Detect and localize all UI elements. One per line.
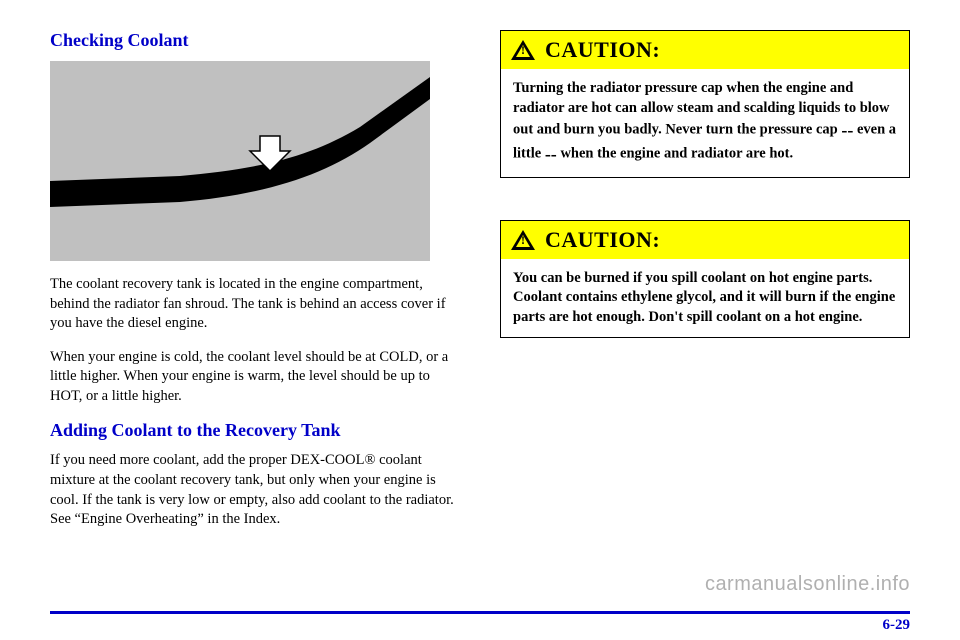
caution-box-1: ! CAUTION: Turning the radiator pressure… bbox=[500, 30, 910, 178]
footer-rule bbox=[50, 611, 910, 614]
hose-shape bbox=[50, 77, 430, 207]
left-column: Checking Coolant The coolant recovery ta… bbox=[50, 30, 460, 544]
heading-checking-coolant: Checking Coolant bbox=[50, 30, 460, 51]
watermark-text: carmanualsonline.info bbox=[705, 573, 910, 596]
caution-body-2: You can be burned if you spill coolant o… bbox=[501, 259, 909, 338]
para-tank-location: The coolant recovery tank is located in … bbox=[50, 275, 460, 334]
two-column-layout: Checking Coolant The coolant recovery ta… bbox=[50, 30, 910, 544]
caution1-text-a: Turning the radiator pressure cap when t… bbox=[513, 80, 890, 138]
para-add-coolant: If you need more coolant, add the proper… bbox=[50, 451, 460, 529]
heading-adding-coolant: Adding Coolant to the Recovery Tank bbox=[50, 420, 460, 441]
coolant-hose-diagram bbox=[50, 61, 430, 261]
diagram-svg bbox=[50, 61, 430, 261]
caution-header-1: ! CAUTION: bbox=[501, 31, 909, 69]
caution-box-2: ! CAUTION: You can be burned if you spil… bbox=[500, 220, 910, 339]
caution-title-1: CAUTION: bbox=[545, 37, 660, 63]
caution-header-2: ! CAUTION: bbox=[501, 221, 909, 259]
right-column: ! CAUTION: Turning the radiator pressure… bbox=[500, 30, 910, 544]
spacer bbox=[500, 192, 910, 220]
dash-2: -- bbox=[545, 144, 557, 164]
caution-title-2: CAUTION: bbox=[545, 227, 660, 253]
caution1-text-c: when the engine and radiator are hot. bbox=[557, 146, 793, 162]
page-number: 6-29 bbox=[883, 617, 911, 634]
caution-body-1: Turning the radiator pressure cap when t… bbox=[501, 69, 909, 177]
page: Checking Coolant The coolant recovery ta… bbox=[0, 0, 960, 640]
para-level-marks: When your engine is cold, the coolant le… bbox=[50, 348, 460, 407]
warning-triangle-icon: ! bbox=[511, 40, 535, 60]
warning-triangle-icon: ! bbox=[511, 230, 535, 250]
dash-1: -- bbox=[841, 120, 853, 140]
